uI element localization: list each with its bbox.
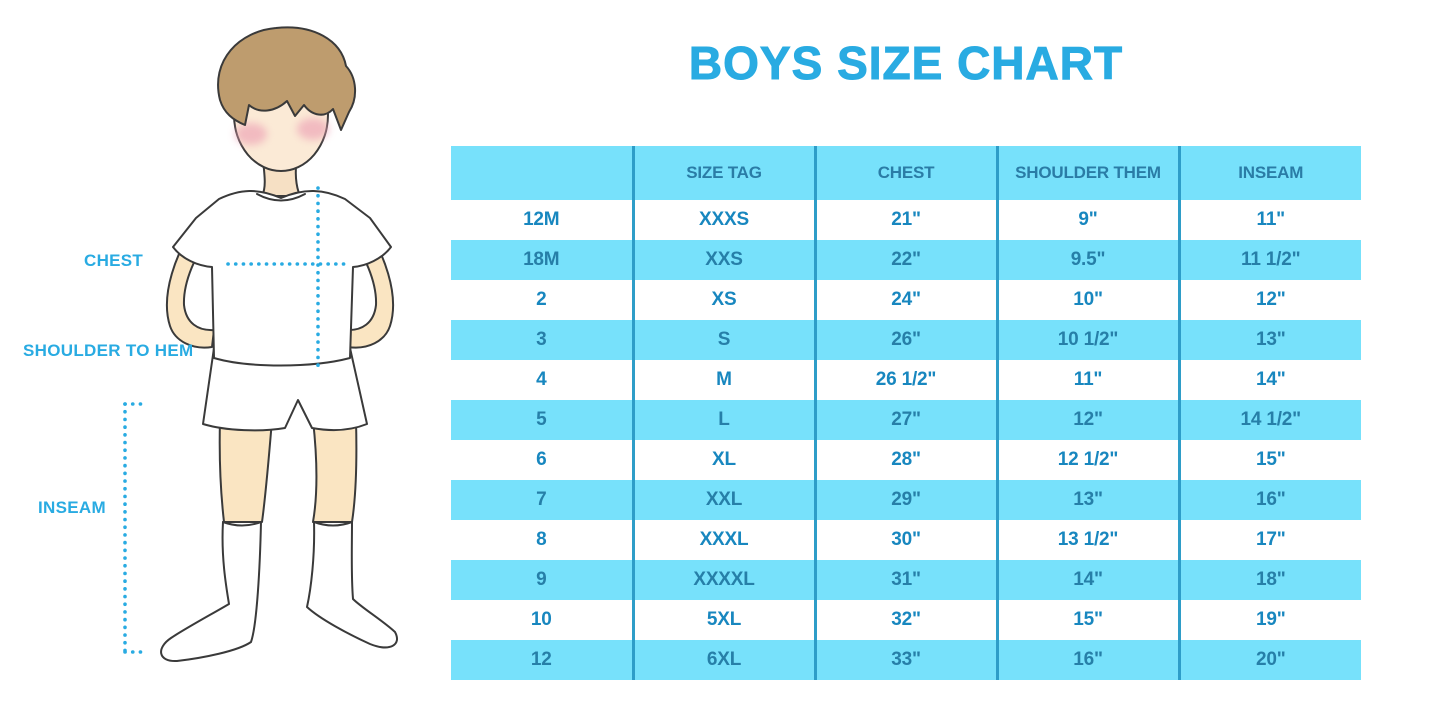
table-cell: 28": [813, 440, 997, 480]
table-cell: XXXS: [631, 200, 815, 240]
table-cell: 11 1/2": [1177, 240, 1361, 280]
table-cell: 33": [813, 640, 997, 680]
table-row: 12M XXXS 21" 9" 11": [451, 200, 1361, 240]
page-title: BOYS SIZE CHART: [688, 37, 1124, 90]
table-cell: 16": [1177, 480, 1361, 520]
table-row: 6 XL 28" 12 1/2" 15": [451, 440, 1361, 480]
table-cell: 30": [813, 520, 997, 560]
table-cell: XXL: [631, 480, 815, 520]
table-row: 10 5XL 32" 15" 19": [451, 600, 1361, 640]
boy-right-leg: [312, 419, 358, 523]
shoulder-to-hem-label: SHOULDER TO HEM: [23, 341, 194, 360]
table-cell: 19": [1177, 600, 1361, 640]
table-cell: 6XL: [631, 640, 815, 680]
table-cell: 26 1/2": [813, 360, 997, 400]
size-table: SIZE TAG CHEST SHOULDER THEM INSEAM 12M X…: [451, 146, 1361, 680]
boy-right-sock-top: [313, 521, 353, 527]
table-cell: 4: [536, 369, 547, 390]
table-cell: 13": [995, 480, 1179, 520]
table-cell: 5XL: [631, 600, 815, 640]
chest-label: CHEST: [84, 251, 144, 270]
table-cell: 7: [536, 489, 547, 510]
table-cell: XL: [631, 440, 815, 480]
inseam-label: INSEAM: [38, 498, 106, 517]
boy-cheeks: [235, 118, 329, 145]
table-cell: L: [631, 400, 815, 440]
boy-tshirt: [172, 190, 392, 367]
boy-left-arm: [165, 221, 215, 349]
table-row: 12 6XL 33" 16" 20": [451, 640, 1361, 680]
table-cell: 5: [536, 409, 547, 430]
table-row: 9 XXXXL 31" 14" 18": [451, 560, 1361, 600]
table-cell: S: [631, 320, 815, 360]
boy-tshirt-collar: [256, 193, 306, 202]
table-cell: 26": [813, 320, 997, 360]
boy-hair: [217, 26, 356, 131]
boy-right-sock: [306, 521, 398, 649]
table-cell: 6: [536, 449, 547, 470]
table-cell: XXXL: [631, 520, 815, 560]
table-cell: 12: [530, 649, 552, 670]
header-cell-inseam: INSEAM: [1177, 146, 1361, 200]
table-cell: XS: [631, 280, 815, 320]
size-table-body: 12M XXXS 21" 9" 11" 18M XXS 22" 9.5" 11 1/2" 2 XS 24…: [451, 200, 1361, 680]
table-cell: 20": [1177, 640, 1361, 680]
header-cell-chest: CHEST: [813, 146, 997, 200]
table-cell: 11": [995, 360, 1179, 400]
boy-left-sock: [160, 521, 262, 663]
table-cell: XXXXL: [631, 560, 815, 600]
table-cell: 22": [813, 240, 997, 280]
table-cell: 16": [995, 640, 1179, 680]
table-cell: XXS: [631, 240, 815, 280]
table-cell: 12 1/2": [995, 440, 1179, 480]
table-cell: 29": [813, 480, 997, 520]
table-cell: 12": [1177, 280, 1361, 320]
table-cell: 10 1/2": [995, 320, 1179, 360]
table-cell: 18M: [523, 249, 560, 270]
header-cell-size: [451, 146, 633, 200]
table-cell: 31": [813, 560, 997, 600]
table-cell: 10": [995, 280, 1179, 320]
table-cell: 13 1/2": [995, 520, 1179, 560]
table-cell: 3: [536, 329, 547, 350]
boy-left-leg: [218, 419, 273, 523]
table-row: 18M XXS 22" 9.5" 11 1/2": [451, 240, 1361, 280]
table-cell: 15": [1177, 440, 1361, 480]
table-cell: 2: [536, 289, 547, 310]
table-cell: 24": [813, 280, 997, 320]
table-cell: 13": [1177, 320, 1361, 360]
table-cell: 17": [1177, 520, 1361, 560]
table-cell: 12M: [523, 209, 560, 230]
inseam-measure-line: [123, 402, 146, 654]
table-cell: 8: [536, 529, 547, 550]
table-cell: 18": [1177, 560, 1361, 600]
header-cell-shoulder: SHOULDER THEM: [995, 146, 1179, 200]
header-row: SIZE TAG CHEST SHOULDER THEM INSEAM: [451, 146, 1361, 200]
header-cell-size-tag: SIZE TAG: [631, 146, 815, 200]
size-table-header: SIZE TAG CHEST SHOULDER THEM INSEAM: [451, 146, 1361, 200]
table-cell: 15": [995, 600, 1179, 640]
table-cell: 27": [813, 400, 997, 440]
table-cell: 10: [530, 609, 552, 630]
boy-illustration: [123, 26, 398, 663]
table-row: 5 L 27" 12" 14 1/2": [451, 400, 1361, 440]
table-cell: 14": [995, 560, 1179, 600]
table-cell: 32": [813, 600, 997, 640]
table-row: 3 S 26" 10 1/2" 13": [451, 320, 1361, 360]
table-cell: 9.5": [995, 240, 1179, 280]
table-cell: 14": [1177, 360, 1361, 400]
table-row: 2 XS 24" 10" 12": [451, 280, 1361, 320]
table-cell: 21": [813, 200, 997, 240]
table-cell: 9: [536, 569, 547, 590]
table-row: 8 XXXL 30" 13 1/2" 17": [451, 520, 1361, 560]
table-cell: 11": [1177, 200, 1361, 240]
table-cell: 12": [995, 400, 1179, 440]
table-row: 4 M 26 1/2" 11" 14": [451, 360, 1361, 400]
boy-left-sock-top: [222, 521, 262, 527]
table-cell: 14 1/2": [1177, 400, 1361, 440]
table-cell: M: [631, 360, 815, 400]
table-row: 7 XXL 29" 13" 16": [451, 480, 1361, 520]
table-cell: 9": [995, 200, 1179, 240]
